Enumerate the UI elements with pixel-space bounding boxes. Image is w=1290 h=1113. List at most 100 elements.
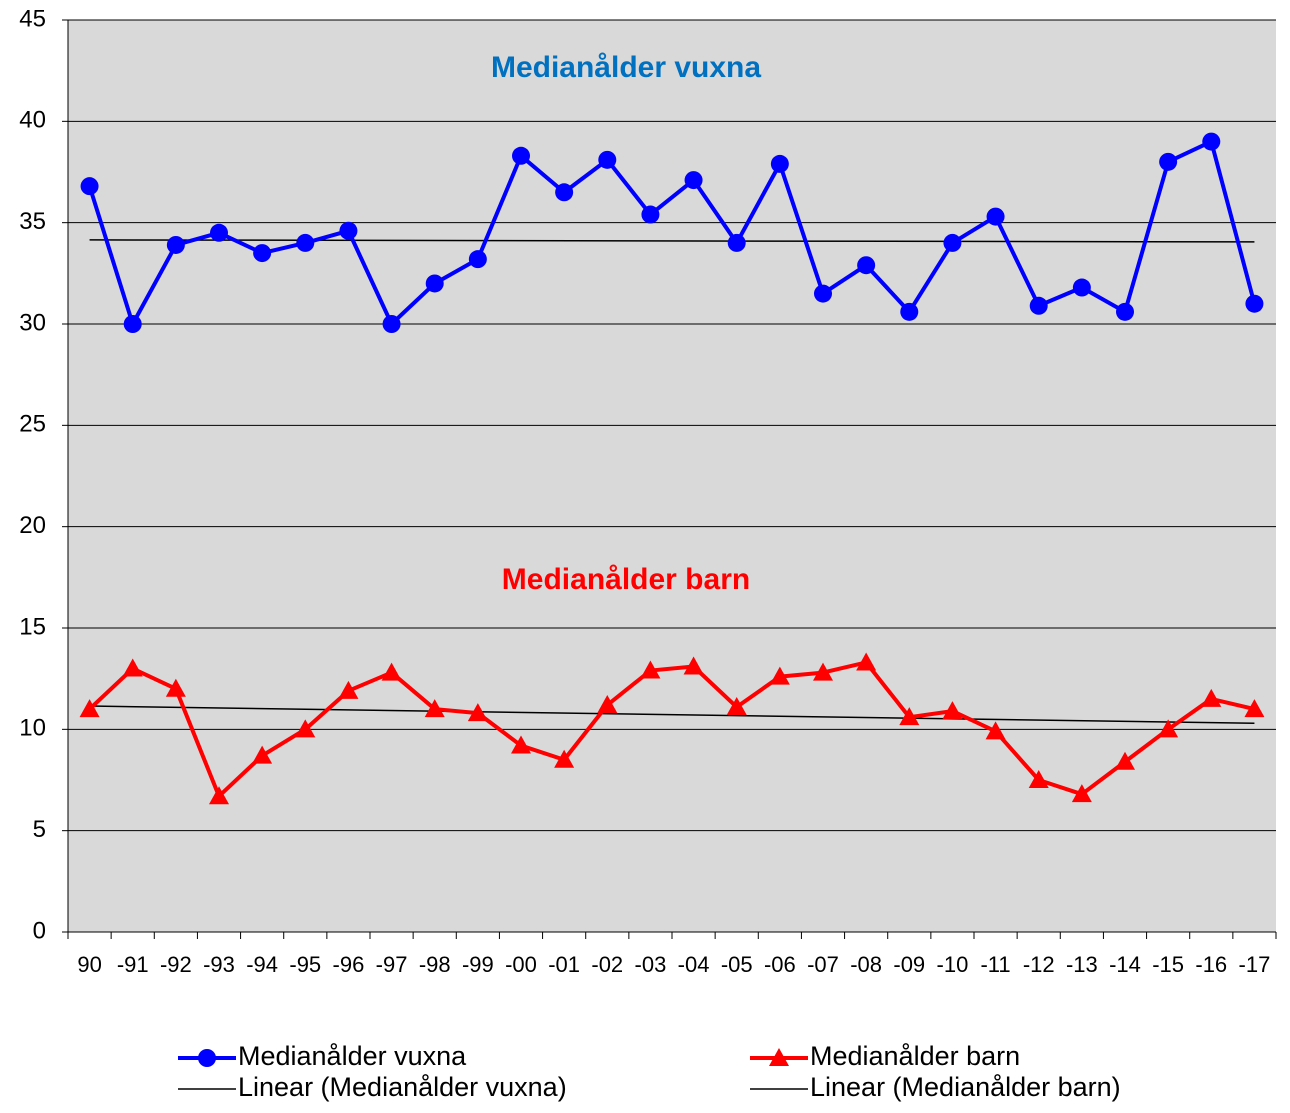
- point: [425, 274, 444, 293]
- point: [1116, 302, 1134, 321]
- trendline: [89, 239, 1255, 243]
- point: [210, 223, 228, 242]
- x-tick-label: -91: [117, 952, 149, 977]
- point: [1245, 294, 1264, 313]
- x-tick-label: -12: [1023, 952, 1055, 977]
- point: [554, 749, 575, 768]
- line: [87, 139, 1257, 326]
- x-tick-label: -99: [462, 952, 494, 977]
- point: [641, 205, 660, 224]
- legend-label: Medianålder barn: [810, 1041, 1020, 1071]
- annotation: Medianålder barn: [502, 563, 750, 596]
- point: [555, 183, 574, 202]
- point: [80, 177, 99, 196]
- point: [640, 660, 661, 679]
- point: [1201, 688, 1222, 707]
- point: [943, 233, 962, 252]
- y-tick-label: 25: [19, 411, 46, 438]
- trendline: [89, 705, 1255, 725]
- point: [856, 652, 877, 671]
- legend-marker: [769, 1048, 789, 1066]
- y-tick-label: 35: [19, 208, 46, 235]
- point: [1115, 751, 1135, 770]
- y-tick-label: 10: [19, 715, 46, 742]
- point: [769, 666, 790, 685]
- point: [512, 146, 530, 165]
- legend-marker: [198, 1049, 216, 1067]
- point: [942, 701, 963, 720]
- y-tick-label: 5: [33, 816, 46, 843]
- x-tick-label: 90: [77, 952, 101, 977]
- point: [511, 735, 531, 754]
- y-tick-label: 15: [19, 613, 46, 640]
- point: [1202, 132, 1221, 151]
- y-tick-label: 45: [19, 5, 46, 32]
- y-tick-label: 40: [19, 107, 46, 134]
- legend-label: Medianålder vuxna: [238, 1041, 467, 1071]
- x-tick-label: -09: [893, 952, 925, 977]
- point: [339, 221, 358, 240]
- point: [684, 171, 703, 190]
- point: [985, 721, 1006, 740]
- line: [88, 660, 1255, 799]
- point: [813, 662, 833, 681]
- legend-label: Linear (Medianålder vuxna): [238, 1072, 567, 1102]
- point: [165, 678, 186, 697]
- x-tick-label: -00: [505, 952, 537, 977]
- point: [253, 244, 272, 263]
- x-tick-label: -08: [850, 952, 882, 977]
- x-tick-label: -14: [1109, 952, 1141, 977]
- y-tick-label: 20: [19, 512, 46, 539]
- point: [1029, 296, 1048, 315]
- point: [382, 315, 401, 333]
- point: [986, 207, 1005, 226]
- x-tick-label: -96: [333, 952, 365, 977]
- point: [1028, 770, 1049, 788]
- x-tick-label: -97: [376, 952, 408, 977]
- annotation: Medianålder vuxna: [491, 51, 761, 84]
- x-tick-label: -01: [548, 952, 580, 977]
- point: [1158, 719, 1179, 738]
- point: [252, 745, 273, 764]
- x-tick-label: -98: [419, 952, 451, 977]
- x-tick-label: -16: [1195, 952, 1227, 977]
- x-tick-label: -13: [1066, 952, 1098, 977]
- point: [899, 707, 920, 726]
- x-tick-label: -03: [635, 952, 667, 977]
- point: [122, 658, 143, 677]
- point: [123, 315, 142, 333]
- point: [1159, 152, 1178, 171]
- point: [727, 233, 746, 252]
- point: [79, 699, 100, 718]
- x-tick-label: -11: [980, 952, 1010, 977]
- point: [598, 150, 617, 169]
- point: [857, 256, 876, 275]
- point: [1244, 699, 1265, 718]
- x-tick-label: -93: [203, 952, 235, 977]
- point: [1071, 784, 1092, 803]
- x-tick-label: -10: [937, 952, 969, 977]
- point: [683, 656, 704, 675]
- point: [338, 680, 359, 699]
- point: [296, 233, 315, 252]
- x-tick-label: -05: [721, 952, 753, 977]
- point: [467, 703, 488, 722]
- point: [209, 786, 229, 805]
- plot-area: [68, 20, 1276, 932]
- point: [1072, 278, 1091, 297]
- point: [900, 302, 919, 321]
- x-tick-label: -02: [591, 952, 623, 977]
- y-tick-label: 0: [33, 917, 46, 944]
- point: [770, 154, 789, 173]
- x-tick-label: -15: [1152, 952, 1184, 977]
- y-tick-label: 30: [19, 309, 46, 336]
- point: [468, 250, 487, 269]
- point: [295, 719, 316, 738]
- point: [597, 695, 618, 714]
- point: [726, 697, 747, 716]
- x-tick-label: -04: [678, 952, 710, 977]
- x-tick-label: -95: [289, 952, 321, 977]
- point: [381, 662, 402, 681]
- x-tick-label: -06: [764, 952, 796, 977]
